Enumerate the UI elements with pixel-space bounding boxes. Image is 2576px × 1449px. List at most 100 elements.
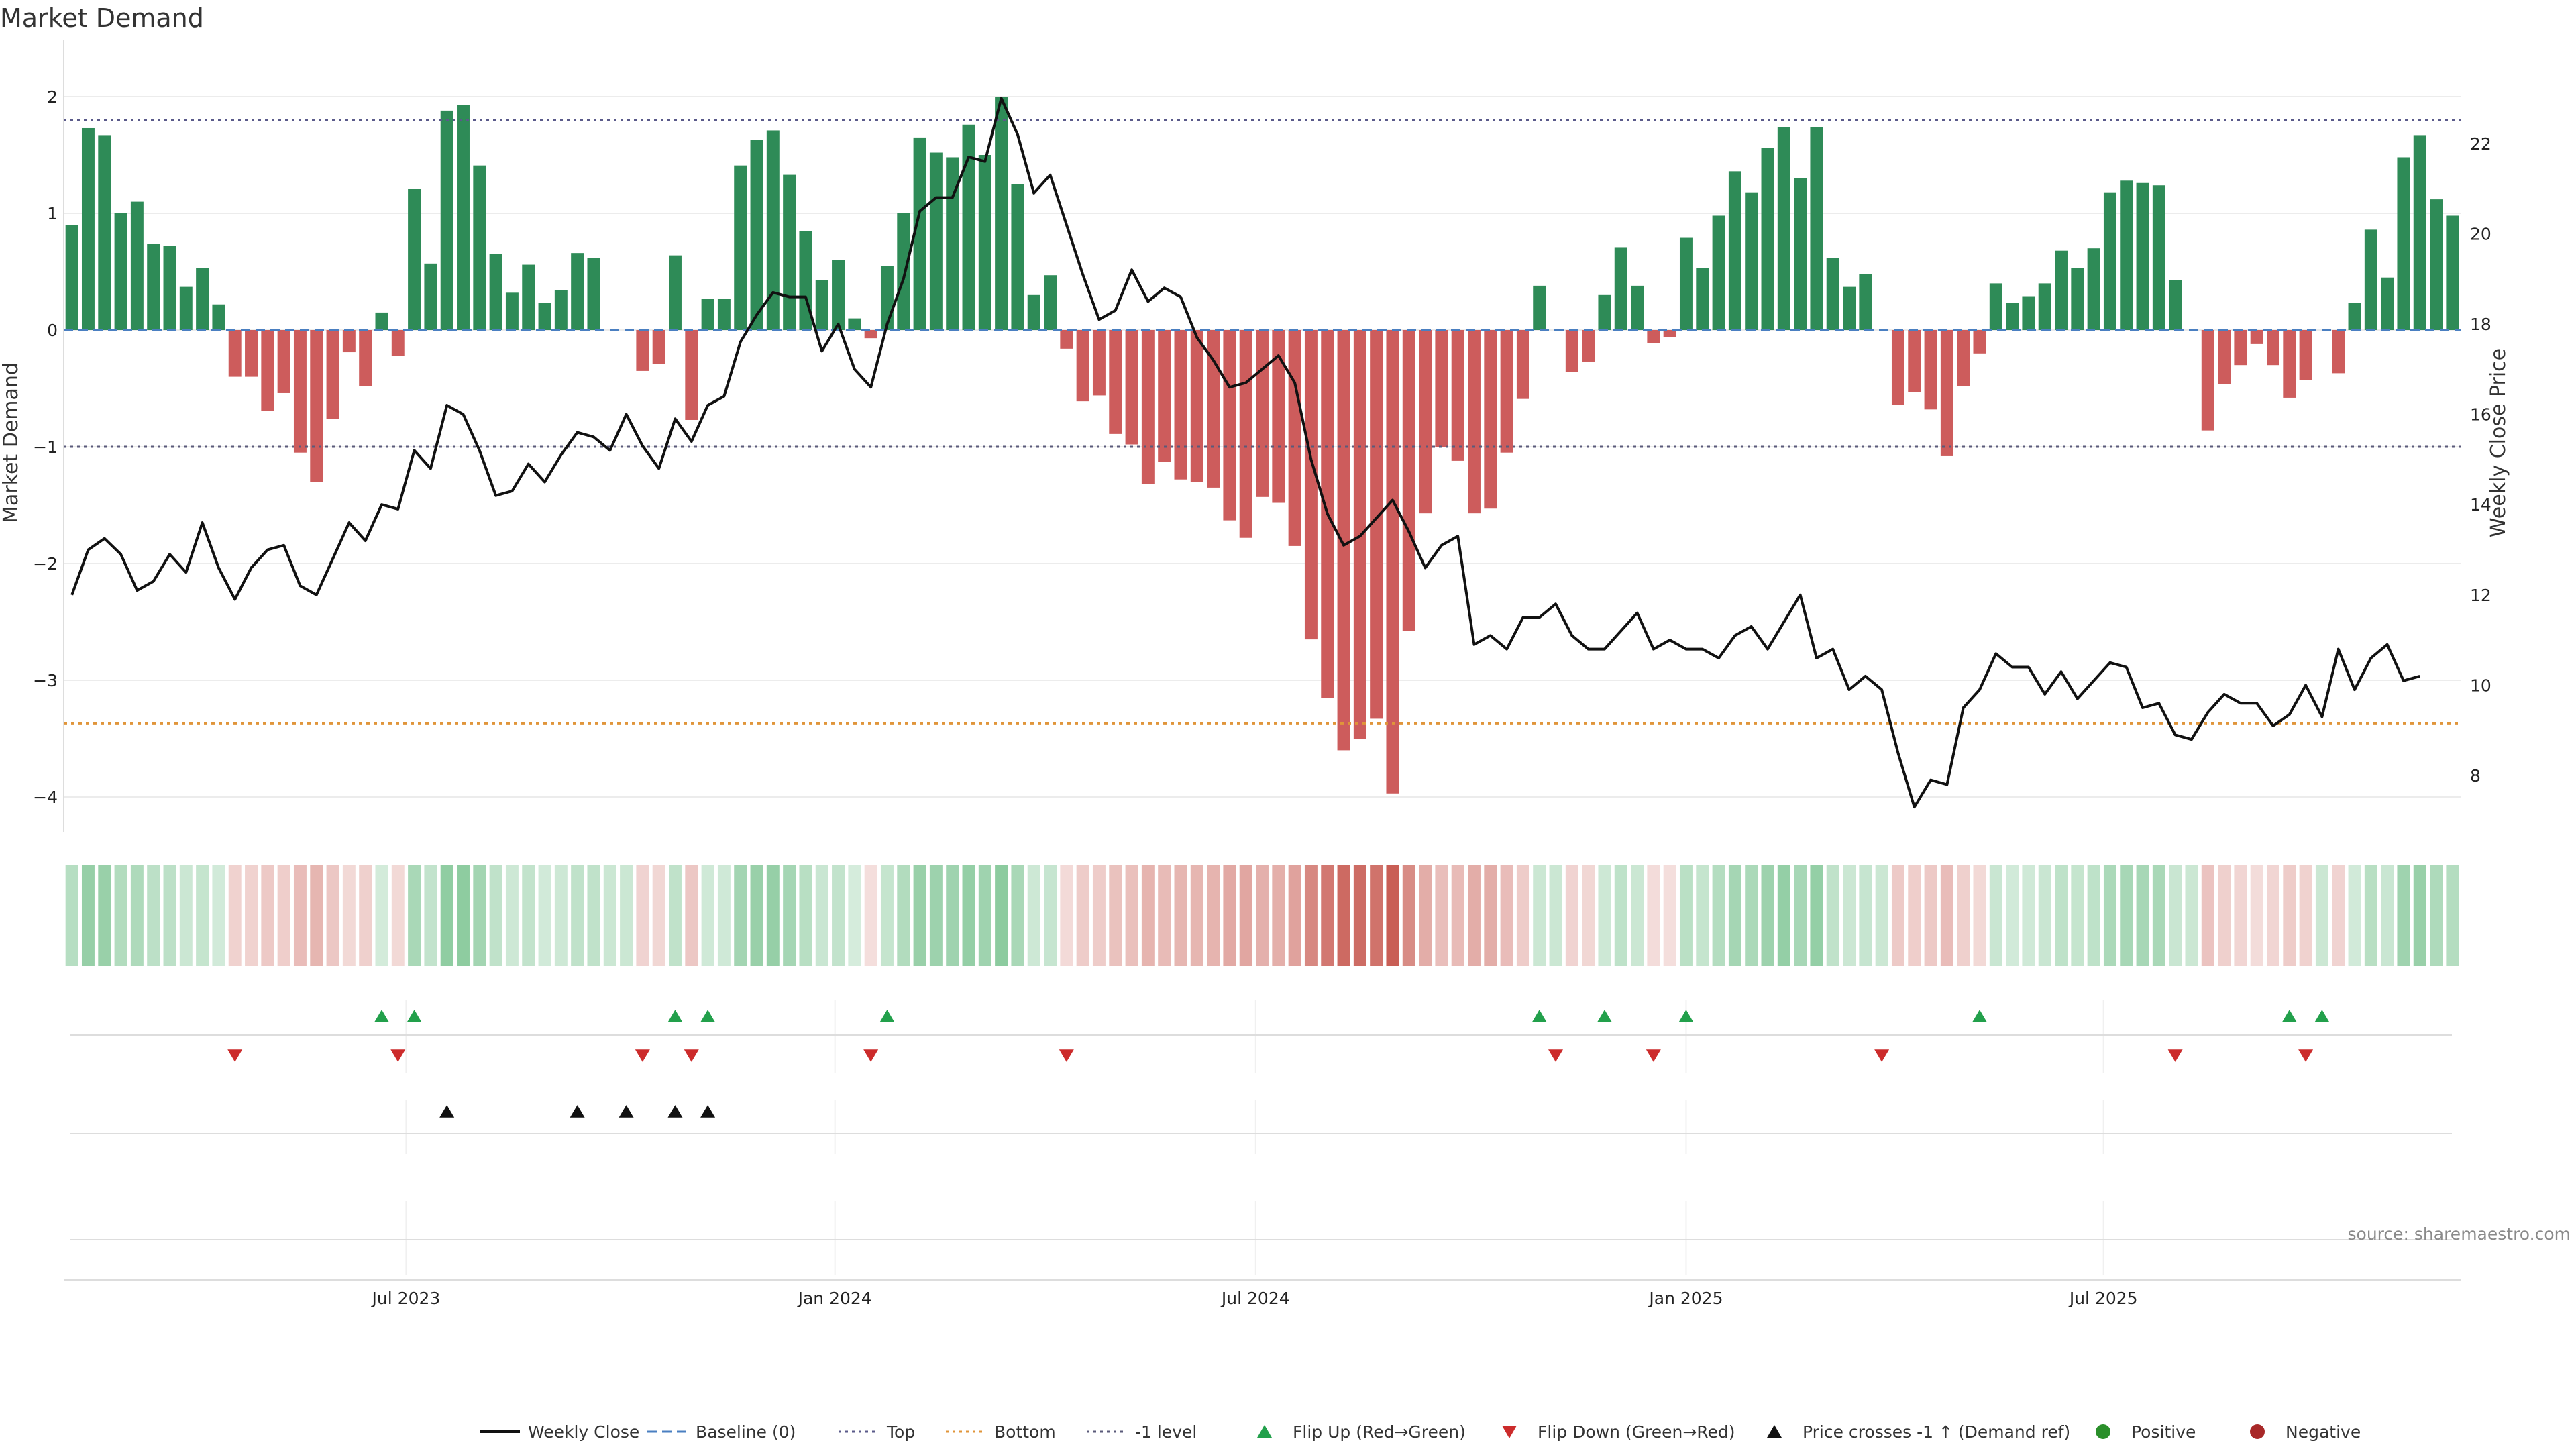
- demand-bar: [864, 330, 877, 339]
- legend-label: Top: [886, 1422, 915, 1442]
- heat-cell: [1712, 865, 1725, 966]
- demand-bar: [1614, 247, 1627, 330]
- x-ticks: Jul 2023 Jan 2024 Jul 2024 Jan 2025 Jul 2025: [371, 1289, 2138, 1308]
- legend-swatch: [2096, 1424, 2110, 1439]
- heat-cell: [2250, 865, 2263, 966]
- demand-bar: [326, 330, 339, 419]
- heat-cell: [620, 865, 633, 966]
- legend-label: Price crosses -1 ↑ (Demand ref): [1803, 1422, 2070, 1442]
- heat-cell: [424, 865, 437, 966]
- heat-cell: [326, 865, 339, 966]
- heat-cell: [995, 865, 1008, 966]
- demand-bar: [652, 330, 665, 364]
- flip-down-marker: [390, 1049, 406, 1062]
- demand-bar: [2446, 215, 2459, 330]
- heat-cell: [783, 865, 796, 966]
- demand-bar: [1679, 237, 1693, 330]
- heat-cell: [1272, 865, 1285, 966]
- heat-cell: [1044, 865, 1057, 966]
- heat-cell: [440, 865, 453, 966]
- y2-tick-label: 10: [2470, 676, 2491, 695]
- y2-tick-label: 20: [2470, 224, 2491, 244]
- demand-bar: [2364, 229, 2377, 330]
- demand-bar: [473, 165, 486, 330]
- demand-bar: [1190, 330, 1203, 482]
- demand-bar: [1451, 330, 1464, 461]
- heat-cell: [293, 865, 307, 966]
- demand-bar: [2218, 330, 2231, 384]
- demand-bar: [2348, 303, 2361, 330]
- x-tick-label: Jan 2024: [797, 1289, 872, 1308]
- demand-bar: [1663, 330, 1676, 337]
- flip-down-marker: [1874, 1049, 1890, 1062]
- demand-bar: [2120, 180, 2133, 330]
- demand-bar: [1647, 330, 1660, 343]
- flip-down-marker: [635, 1049, 650, 1062]
- legend-label: Flip Down (Green→Red): [1538, 1422, 1735, 1442]
- flip-up-marker: [1972, 1010, 1987, 1022]
- heat-cell: [179, 865, 193, 966]
- y-tick-label: −2: [33, 554, 58, 574]
- heat-cell: [375, 865, 388, 966]
- heat-cell: [1875, 865, 1888, 966]
- heat-cell: [2283, 865, 2296, 966]
- heat-cell: [1076, 865, 1089, 966]
- demand-bar: [1419, 330, 1432, 514]
- heat-cell: [1027, 865, 1040, 966]
- heat-cell: [2152, 865, 2165, 966]
- heat-cell: [1891, 865, 1904, 966]
- demand-bar: [2430, 199, 2443, 330]
- demand-bar: [147, 244, 160, 330]
- demand-bar: [1826, 258, 1839, 330]
- demand-bar: [212, 304, 225, 330]
- heat-cell: [2120, 865, 2133, 966]
- demand-bar: [2234, 330, 2247, 366]
- demand-bar: [2022, 296, 2035, 330]
- heat-cell: [1370, 865, 1383, 966]
- heat-cell: [2038, 865, 2051, 966]
- heat-cell: [277, 865, 290, 966]
- y2-tick-label: 8: [2470, 766, 2481, 786]
- heat-cell: [1337, 865, 1350, 966]
- demand-bar: [2038, 283, 2051, 330]
- heat-cell: [701, 865, 714, 966]
- heat-cell: [1419, 865, 1432, 966]
- demand-bar: [1712, 215, 1725, 330]
- heat-cell: [2201, 865, 2214, 966]
- heat-cell: [832, 865, 845, 966]
- heat-cell: [1761, 865, 1774, 966]
- demand-bar: [1500, 330, 1513, 453]
- heat-cell: [913, 865, 926, 966]
- heat-cell: [669, 865, 682, 966]
- demand-bar: [2413, 135, 2426, 331]
- demand-bar: [1516, 330, 1529, 399]
- heat-cell: [1435, 865, 1448, 966]
- demand-bar: [489, 254, 502, 330]
- demand-bar: [1044, 275, 1057, 330]
- demand-bar: [1011, 184, 1024, 330]
- demand-bar: [1468, 330, 1481, 514]
- demand-bar: [1777, 127, 1790, 331]
- heat-cell: [636, 865, 649, 966]
- demand-bar: [163, 246, 176, 330]
- reference-lines: [64, 119, 2461, 724]
- y-ticks: 2 1 0 −1 −2 −3 −4: [33, 87, 58, 807]
- y-tick-label: 0: [47, 321, 58, 340]
- demand-bar: [359, 330, 372, 386]
- demand-bar: [2250, 330, 2263, 344]
- heat-cell: [2397, 865, 2410, 966]
- heat-cell: [1679, 865, 1693, 966]
- heat-cell: [1402, 865, 1415, 966]
- demand-bar: [228, 330, 241, 377]
- demand-bar: [734, 165, 747, 330]
- heat-cell: [2218, 865, 2231, 966]
- demand-bar: [783, 174, 796, 330]
- demand-bar: [2381, 277, 2394, 330]
- demand-bar: [1027, 294, 1040, 330]
- demand-bar: [1207, 330, 1220, 488]
- heat-cell: [750, 865, 763, 966]
- demand-bar: [98, 135, 111, 331]
- heat-cell: [2430, 865, 2443, 966]
- heat-cell: [538, 865, 551, 966]
- demand-bar: [2283, 330, 2296, 398]
